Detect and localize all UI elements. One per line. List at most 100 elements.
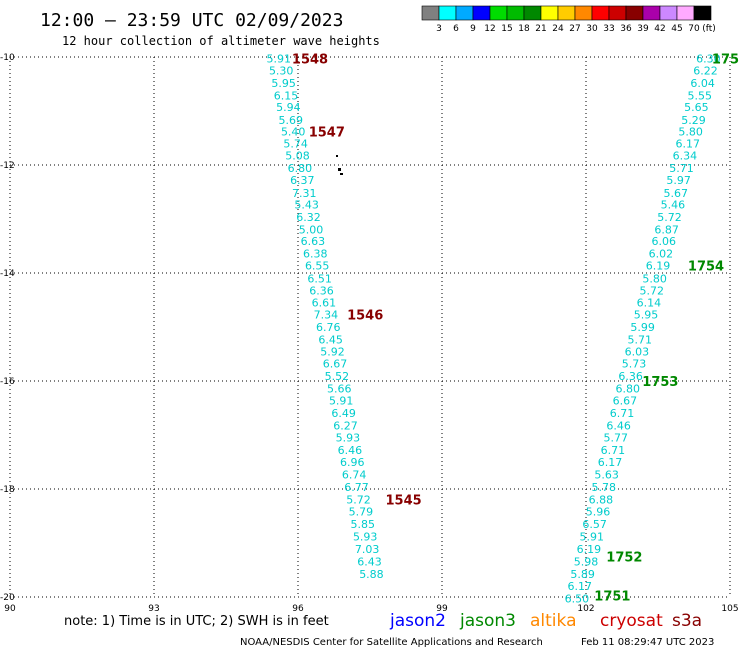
wave-height-point: 5.67	[664, 187, 689, 200]
colorbar-swatch	[625, 5, 644, 21]
wave-height-point: 5.78	[592, 481, 617, 494]
x-tick-label: 90	[4, 604, 16, 614]
pass-label: 1547	[309, 126, 345, 141]
wave-height-point: 6.49	[331, 407, 356, 420]
wave-height-point: 6.71	[601, 444, 626, 457]
wave-height-point: 6.30	[696, 53, 721, 66]
wave-height-point: 5.55	[688, 89, 713, 102]
data-points: 5.915.305.956.155.945.695.405.745.086.80…	[267, 53, 721, 606]
wave-height-point: 6.45	[318, 333, 343, 346]
pass-label: 1545	[386, 493, 422, 508]
y-tick-label: -10	[0, 53, 15, 63]
wave-height-point: 6.04	[690, 77, 715, 90]
map-artifact	[336, 155, 343, 175]
wave-height-point: 5.52	[325, 370, 350, 383]
wave-height-point: 5.91	[329, 394, 354, 407]
pass-label: 1548	[292, 53, 328, 68]
wave-height-point: 5.99	[630, 321, 655, 334]
colorbar-unit: (ft)	[702, 24, 716, 34]
wave-height-point: 5.93	[353, 531, 378, 544]
axis-ticks: 90 93 96 99 102 105 -10 -12 -14 -16 -18 -20	[0, 53, 739, 614]
wave-height-point: 5.69	[279, 114, 304, 127]
legend-jason2: jason2	[389, 611, 446, 631]
pass-label: 1751	[594, 589, 630, 604]
wave-height-point: 5.46	[661, 198, 686, 211]
colorbar-swatch	[540, 5, 559, 21]
colorbar-swatch	[659, 5, 678, 21]
colorbar-swatch	[455, 5, 474, 21]
wave-height-point: 6.67	[323, 358, 348, 371]
footer-timestamp: Feb 11 08:29:47 UTC 2023	[581, 637, 714, 648]
colorbar-swatch	[642, 5, 661, 21]
wave-height-point: 6.96	[340, 456, 365, 469]
wave-height-point: 6.55	[305, 259, 330, 272]
wave-height-point: 5.08	[285, 149, 310, 162]
wave-height-point: 6.19	[577, 543, 602, 556]
plot-grid	[9, 56, 731, 598]
chart-title: 12:00 – 23:59 UTC 02/09/2023	[40, 10, 343, 31]
wave-height-point: 5.74	[283, 137, 308, 150]
colorbar-swatch	[608, 5, 627, 21]
wave-height-point: 5.89	[570, 568, 595, 581]
colorbar-swatch	[591, 5, 610, 21]
wave-height-point: 6.87	[654, 223, 679, 236]
wave-height-point: 7.31	[292, 187, 317, 200]
pass-label: 1752	[606, 551, 642, 566]
colorbar-label: 70	[688, 24, 700, 34]
wave-height-point: 6.02	[649, 248, 674, 261]
pass-labels: 1548 1547 1546 1545 1755 1754 1753 1752 1751	[292, 53, 740, 605]
wave-height-point: 5.40	[281, 126, 306, 139]
wave-height-point: 6.36	[309, 284, 334, 297]
wave-height-point: 5.73	[622, 358, 647, 371]
x-tick-label: 105	[721, 604, 738, 614]
wave-height-point: 6.17	[676, 137, 701, 150]
colorbar-label: 30	[586, 24, 598, 34]
wave-height-point: 5.71	[628, 333, 653, 346]
artifact-dot	[338, 168, 341, 171]
artifact-dot	[336, 155, 338, 157]
wave-height-point: 6.06	[652, 235, 677, 248]
colorbar-label: 39	[637, 24, 649, 34]
note-text: note: 1) Time is in UTC; 2) SWH is in fe…	[64, 614, 329, 629]
wave-height-point: 6.36	[618, 370, 643, 383]
wave-height-point: 6.14	[637, 297, 662, 310]
y-tick-label: -18	[0, 485, 15, 495]
wave-height-point: 6.37	[290, 174, 315, 187]
x-tick-label: 93	[148, 604, 159, 614]
wave-height-point: 6.50	[565, 593, 590, 606]
legend-cryosat: cryosat	[600, 611, 663, 631]
wave-height-point: 5.30	[269, 65, 294, 78]
wave-height-point: 6.46	[338, 444, 363, 457]
wave-height-point: 6.17	[598, 456, 623, 469]
wave-height-point: 5.91	[580, 531, 605, 544]
wave-height-point: 5.92	[320, 345, 345, 358]
x-tick-label: 96	[292, 604, 304, 614]
wave-height-point: 5.79	[349, 506, 374, 519]
wave-height-point: 6.51	[307, 272, 332, 285]
legend-jason3: jason3	[459, 611, 516, 631]
wave-height-point: 6.61	[312, 297, 337, 310]
legend-s3a: s3a	[672, 611, 702, 631]
pass-label: 1753	[642, 375, 678, 390]
wave-height-point: 5.97	[666, 174, 691, 187]
wave-height-point: 6.03	[625, 345, 650, 358]
wave-height-point: 6.34	[673, 149, 698, 162]
x-tick-label: 99	[436, 604, 448, 614]
wave-height-point: 5.29	[681, 114, 706, 127]
wave-height-point: 5.72	[346, 493, 371, 506]
wave-height-point: 5.95	[634, 309, 659, 322]
x-tick-label: 102	[577, 604, 594, 614]
wave-height-point: 6.67	[613, 394, 638, 407]
wave-height-point: 5.93	[336, 432, 361, 445]
wave-height-point: 6.80	[288, 162, 313, 175]
wave-height-point: 5.71	[669, 162, 694, 175]
wave-height-point: 5.80	[642, 272, 667, 285]
wave-height-point: 6.77	[344, 481, 369, 494]
colorbar-label: 18	[518, 24, 530, 34]
wave-height-point: 6.43	[357, 555, 382, 568]
wave-height-point: 6.32	[296, 211, 321, 224]
y-tick-label: -20	[0, 593, 15, 603]
y-tick-label: -16	[0, 377, 15, 387]
colorbar-label: 45	[671, 24, 682, 34]
